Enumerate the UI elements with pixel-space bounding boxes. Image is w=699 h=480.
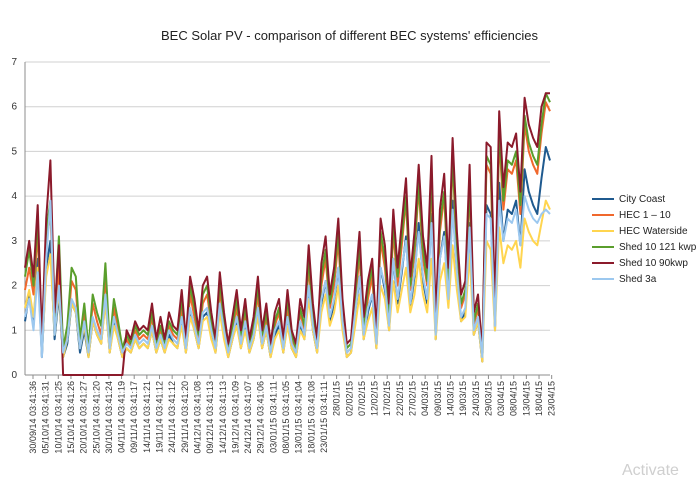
x-tick-label: 04/03/15 [420, 381, 430, 416]
x-tick-label: 24/12/14 03:41:07 [243, 381, 253, 454]
x-tick-label: 25/10/14 03:41:20 [91, 381, 101, 454]
legend-swatch [592, 278, 614, 280]
x-tick-label: 09/11/14 03:41:17 [129, 381, 139, 453]
legend-swatch [592, 214, 614, 216]
x-tick-label: 23/01/15 03:41:11 [319, 381, 329, 453]
x-tick-label: 14/03/15 [445, 381, 455, 416]
legend-item: City Coast [592, 191, 696, 207]
x-tick-label: 03/01/15 03:41:11 [268, 381, 278, 453]
x-tick-label: 19/03/15 [458, 381, 468, 416]
x-tick-label: 24/11/14 03:41:12 [167, 381, 177, 453]
x-tick-label: 29/12/14 03:41:06 [256, 381, 266, 454]
x-tick-label: 22/02/15 [395, 381, 405, 416]
legend-label: HEC Waterside [619, 225, 688, 237]
x-tick-label: 18/01/15 03:41:08 [306, 381, 316, 454]
legend-swatch [592, 262, 614, 264]
x-tick-label: 05/10/14 03:41:31 [41, 381, 51, 454]
x-tick-label: 09/03/15 [433, 381, 443, 416]
legend-item: Shed 3a [592, 271, 696, 287]
x-tick-label: 28/01/15 [332, 381, 342, 416]
y-tick-label: 2 [11, 281, 17, 292]
x-tick-label: 24/03/15 [471, 381, 481, 416]
x-tick-label: 03/04/15 [496, 381, 506, 416]
x-tick-label: 09/12/14 03:41:13 [205, 381, 215, 454]
x-tick-label: 19/11/14 03:41:12 [155, 381, 165, 453]
x-tick-label: 17/02/15 [382, 381, 392, 416]
x-tick-label: 20/10/14 03:41:27 [79, 381, 89, 454]
x-tick-label: 30/10/14 03:41:24 [104, 381, 114, 454]
y-tick-label: 4 [11, 191, 17, 202]
x-tick-label: 07/02/15 [357, 381, 367, 416]
x-tick-label: 27/02/15 [408, 381, 418, 416]
x-tick-label: 19/12/14 03:41:09 [230, 381, 240, 454]
x-tick-label: 12/02/15 [370, 381, 380, 416]
legend-label: HEC 1 – 10 [619, 209, 671, 221]
legend-label: City Coast [619, 193, 666, 205]
legend-swatch [592, 230, 614, 232]
x-tick-label: 14/11/14 03:41:21 [142, 381, 152, 453]
x-tick-label: 04/11/14 03:41:19 [117, 381, 127, 453]
legend-item: HEC 1 – 10 [592, 207, 696, 223]
legend-swatch [592, 246, 614, 248]
y-tick-label: 0 [11, 370, 17, 381]
x-tick-label: 08/04/15 [509, 381, 519, 416]
x-tick-label: 02/02/15 [344, 381, 354, 416]
legend-label: Shed 10 121 kwp [619, 241, 697, 253]
x-tick-label: 30/09/14 03:41:36 [28, 381, 38, 454]
y-tick-label: 7 [11, 57, 17, 68]
x-tick-label: 29/03/15 [483, 381, 493, 416]
legend-item: Shed 10 121 kwp [592, 239, 696, 255]
x-tick-label: 13/04/15 [521, 381, 531, 416]
x-tick-label: 08/01/15 03:41:05 [281, 381, 291, 454]
chart-legend: City Coast HEC 1 – 10 HEC Waterside Shed 10… [592, 191, 696, 287]
chart-title: BEC Solar PV - comparison of different B… [161, 28, 538, 43]
x-tick-label: 18/04/15 [534, 381, 544, 416]
legend-item: HEC Waterside [592, 223, 696, 239]
series-line-6 [24, 195, 551, 359]
legend-label: Shed 10 90kwp [619, 257, 688, 269]
y-tick-label: 5 [11, 146, 17, 157]
x-tick-label: 14/12/14 03:41:13 [218, 381, 228, 454]
y-tick-label: 3 [11, 236, 17, 247]
legend-swatch [592, 198, 614, 200]
x-tick-label: 13/01/15 03:41:04 [294, 381, 304, 454]
y-tick-label: 6 [11, 102, 17, 113]
x-tick-label: 10/10/14 03:41:25 [53, 381, 63, 454]
series-line-5 [24, 92, 550, 376]
legend-label: Shed 3a [619, 273, 657, 285]
x-tick-label: 04/12/14 03:41:08 [192, 381, 202, 454]
x-tick-label: 29/11/14 03:41:20 [180, 381, 190, 453]
x-tick-label: 23/04/15 [547, 381, 557, 416]
activate-watermark: Activate [622, 462, 679, 479]
legend-item: Shed 10 90kwp [592, 255, 696, 271]
y-tick-label: 1 [11, 325, 17, 336]
x-tick-label: 15/10/14 03:41:26 [66, 381, 76, 454]
